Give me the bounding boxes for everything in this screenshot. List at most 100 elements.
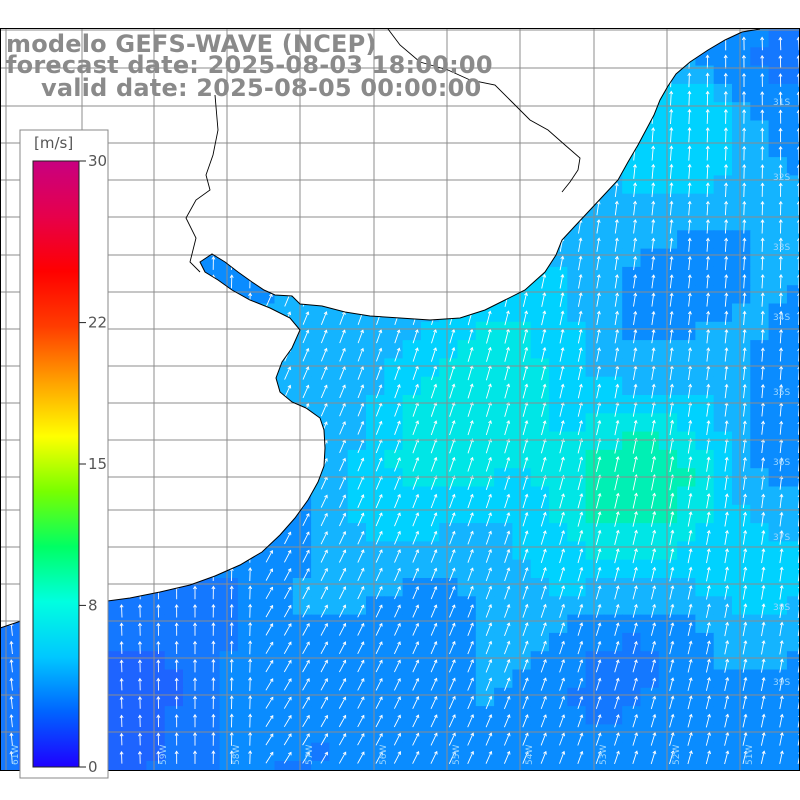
wind-arrow [742, 109, 747, 124]
wind-arrow [302, 311, 310, 325]
ocean-cell [713, 706, 733, 725]
ocean-cell [494, 614, 513, 634]
ocean-cell [750, 340, 770, 359]
ocean-cell [201, 614, 221, 634]
ocean-cell [786, 285, 800, 305]
ocean-cell [603, 248, 623, 268]
ocean-cell [732, 120, 751, 140]
ocean-cell [475, 559, 495, 579]
ocean-cell [677, 193, 696, 213]
wind-arrow [485, 456, 492, 472]
wind-arrow [211, 750, 216, 765]
ocean-cell [494, 504, 513, 524]
ocean-cell [768, 29, 788, 48]
ocean-cell [713, 632, 733, 652]
ocean-cell [494, 486, 513, 506]
ocean-cell [695, 340, 715, 359]
wind-arrow [779, 420, 784, 435]
ocean-cell [549, 559, 568, 579]
ocean-cell [713, 47, 733, 67]
ocean-cell [439, 413, 459, 433]
wind-arrow [283, 733, 292, 746]
ocean-cell [768, 230, 788, 250]
ocean-cell [549, 266, 568, 286]
ocean-cell [292, 651, 312, 671]
ocean-cell [786, 596, 800, 616]
ocean-cell [786, 632, 800, 652]
ocean-cell [164, 742, 184, 762]
ocean-cell [622, 669, 642, 689]
wind-arrow [687, 731, 693, 746]
wind-arrow [540, 677, 547, 691]
wind-arrow [430, 493, 438, 509]
wind-arrow [302, 531, 310, 545]
ocean-cell [603, 340, 623, 359]
ocean-cell [475, 395, 495, 414]
ocean-cell [420, 523, 440, 542]
ocean-cell [786, 138, 800, 158]
ocean-cell [329, 449, 349, 469]
ocean-cell [18, 742, 38, 762]
wind-arrow [650, 603, 657, 618]
wind-arrow [357, 641, 365, 655]
wind-arrow [705, 108, 710, 124]
wind-arrow [265, 586, 274, 600]
wind-arrow [283, 623, 292, 636]
ocean-cell [622, 395, 642, 414]
ocean-cell [695, 395, 715, 414]
wind-arrow [302, 366, 310, 380]
ocean-cell [640, 431, 660, 451]
wind-arrow [449, 346, 456, 362]
ocean-cell [219, 687, 239, 707]
wind-arrow [742, 676, 748, 691]
latitude-label: 38S [773, 603, 790, 613]
ocean-cell [567, 651, 587, 671]
ocean-cell [347, 559, 367, 579]
ocean-cell [420, 340, 440, 359]
ocean-cell [768, 449, 788, 469]
ocean-cell [768, 431, 788, 451]
wind-arrow [504, 640, 511, 655]
ocean-cell [494, 431, 513, 451]
ocean-cell [603, 706, 623, 725]
ocean-cell [786, 395, 800, 414]
wind-arrow [742, 420, 747, 435]
wind-arrow [577, 622, 584, 636]
ocean-cell [366, 321, 385, 341]
ocean-cell [512, 395, 532, 414]
ocean-cell [768, 340, 788, 359]
wind-arrow [357, 494, 365, 508]
ocean-cell [475, 321, 495, 341]
wind-arrow [559, 585, 566, 600]
wind-arrow [650, 548, 657, 564]
wind-arrow [449, 604, 456, 618]
ocean-cell [585, 413, 605, 433]
ocean-cell [603, 431, 623, 451]
wind-arrow [614, 383, 620, 399]
wind-arrow [760, 274, 765, 289]
wind-arrow [595, 677, 602, 691]
ocean-cell [695, 523, 715, 542]
ocean-cell [658, 395, 678, 414]
wind-arrow [724, 456, 729, 472]
ocean-cell [732, 102, 751, 122]
ocean-cell [695, 486, 715, 506]
wind-arrow [504, 383, 511, 399]
wind-arrow [522, 677, 529, 691]
wind-arrow [448, 695, 456, 710]
ocean-cell [475, 358, 495, 378]
wind-arrow [9, 677, 14, 691]
wind-arrow [357, 604, 365, 618]
wind-arrow [302, 733, 310, 746]
wind-arrow [338, 696, 347, 709]
wind-arrow [265, 568, 274, 581]
wind-arrow [504, 438, 511, 454]
ocean-cell [494, 742, 513, 762]
wind-arrow [614, 492, 620, 509]
wind-arrow [650, 640, 657, 655]
wind-arrow [320, 329, 328, 344]
wind-arrow [761, 475, 766, 490]
ocean-cell [732, 761, 751, 771]
ocean-cell [732, 303, 751, 323]
wind-arrow [357, 420, 365, 435]
